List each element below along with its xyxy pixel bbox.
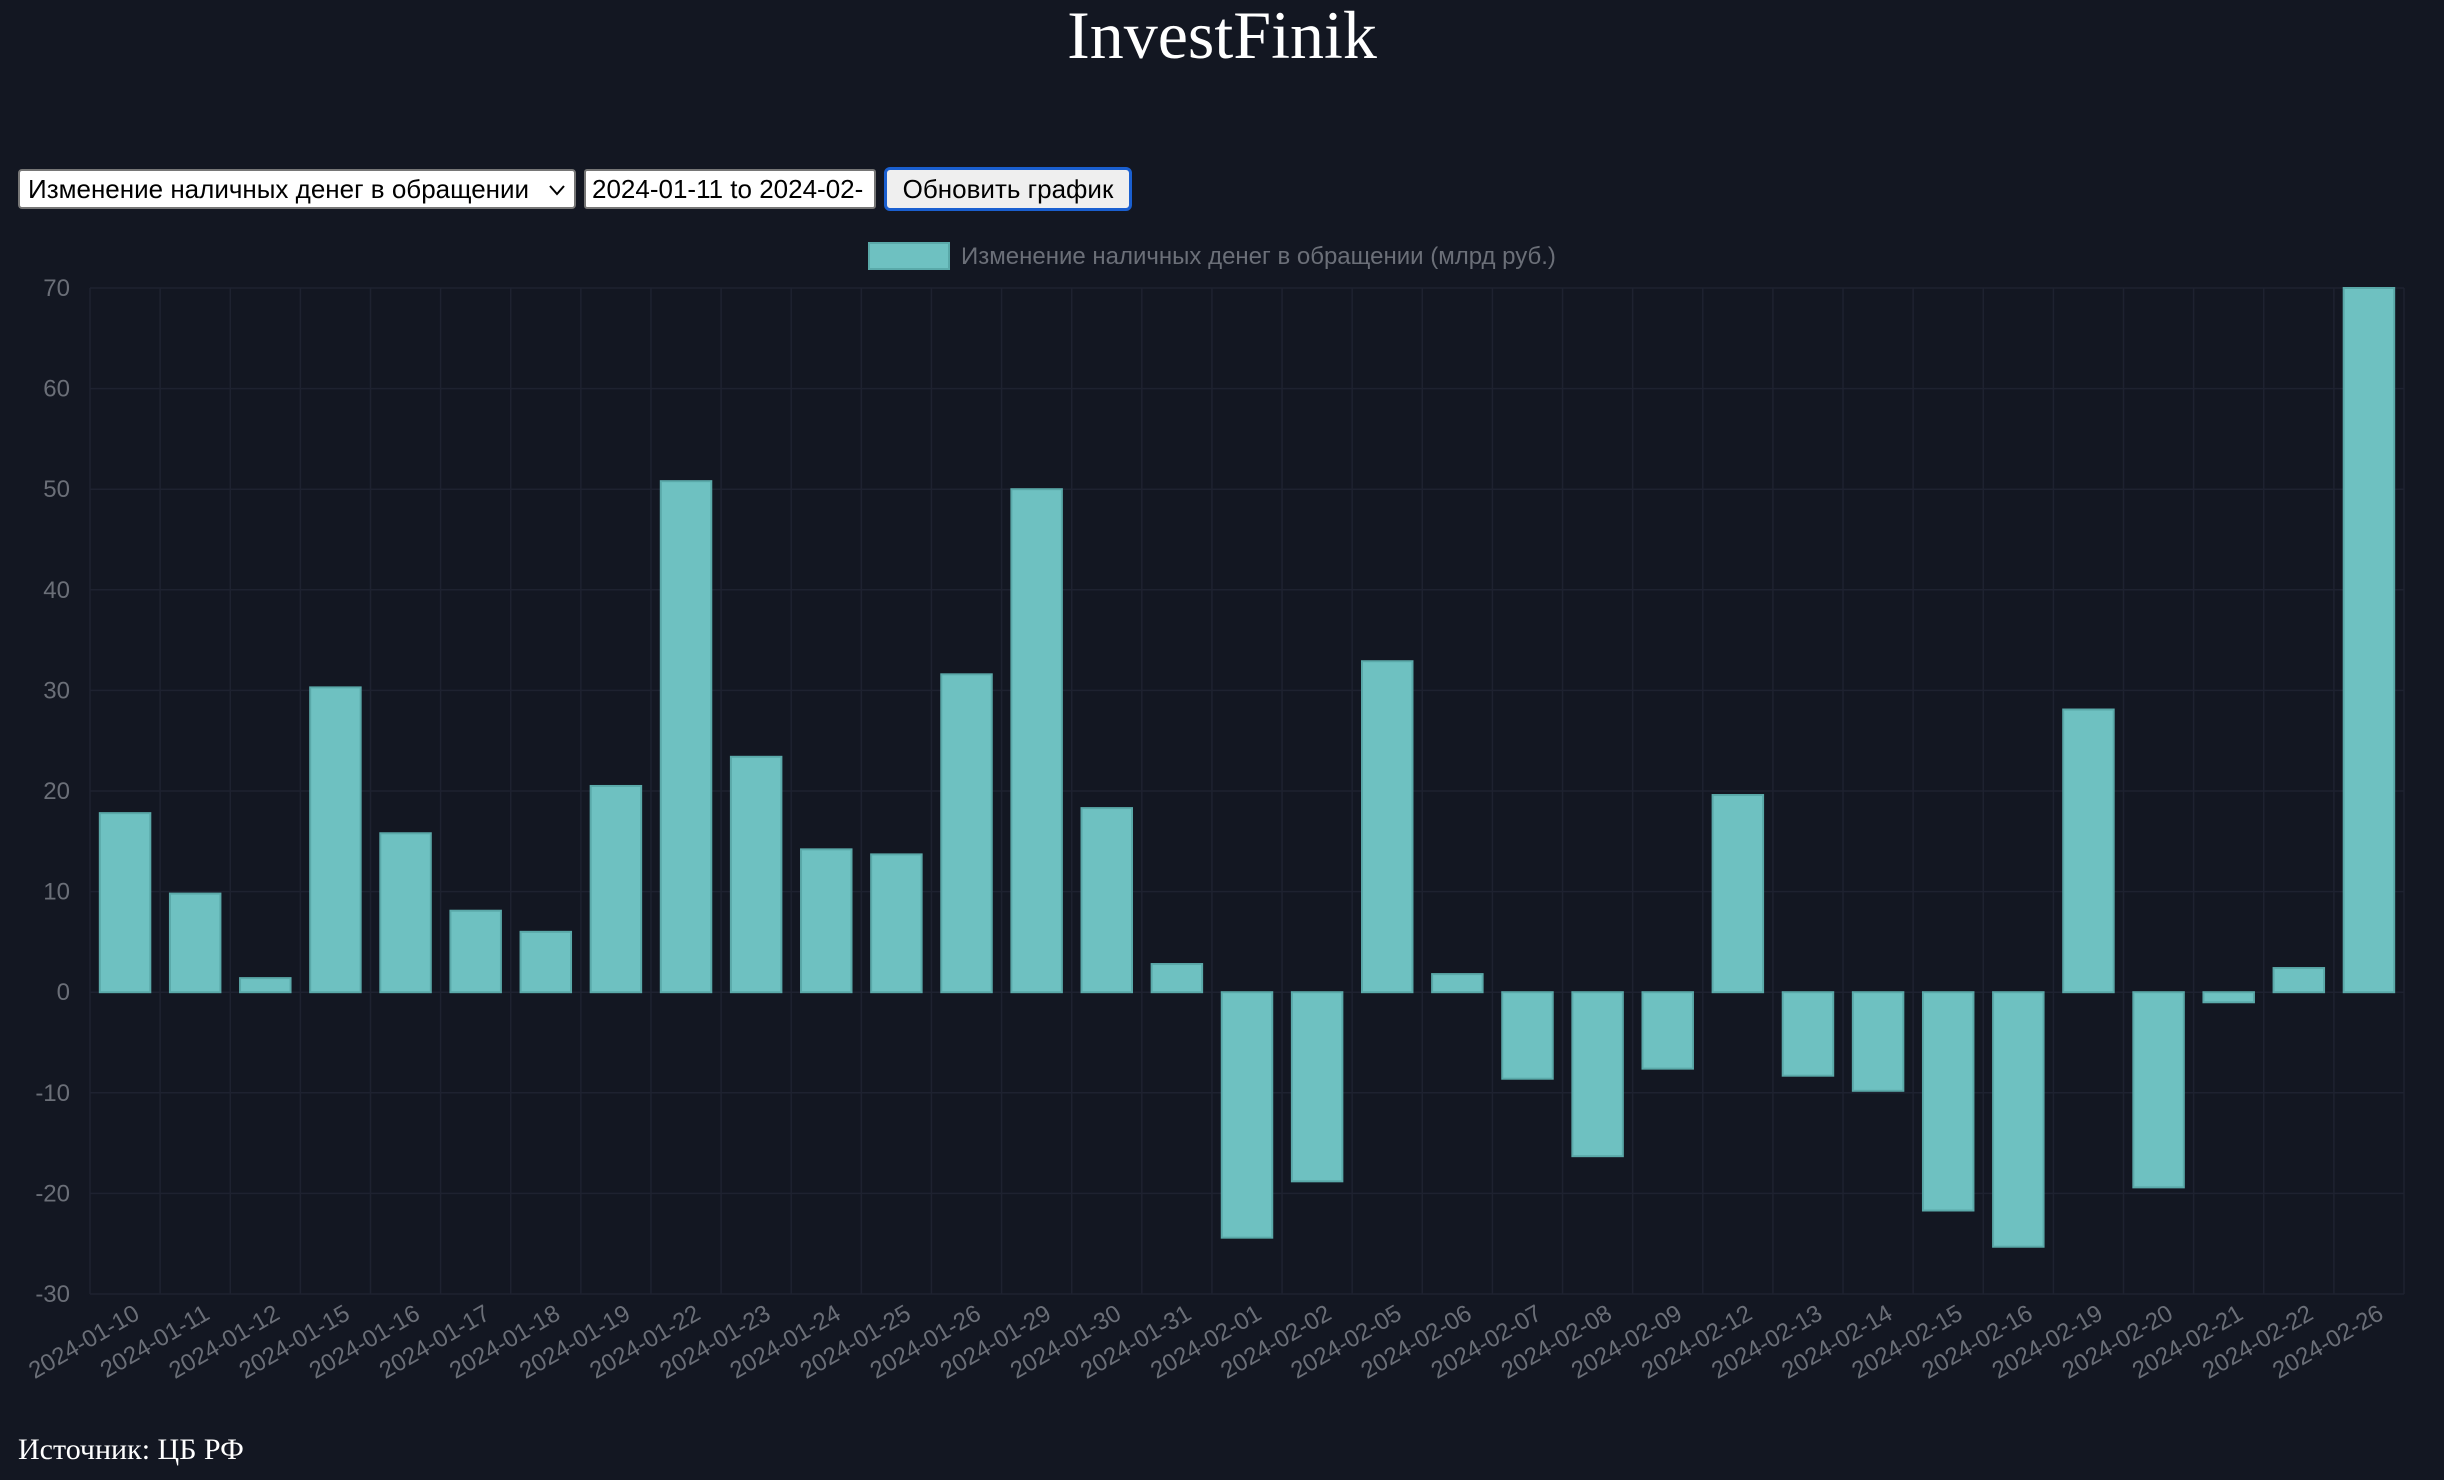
bar <box>1290 991 1344 1183</box>
bar <box>940 673 993 994</box>
bar <box>1220 991 1274 1239</box>
bar <box>589 784 643 994</box>
bar <box>98 812 152 994</box>
bar <box>168 892 222 994</box>
bar <box>449 909 502 994</box>
bar <box>309 686 362 994</box>
bar-chart: Изменение наличных денег в обращении (мл… <box>24 242 2405 1385</box>
bar <box>1431 973 1484 994</box>
bar <box>2342 287 2396 994</box>
bar <box>1150 963 1204 994</box>
legend-swatch <box>868 242 950 270</box>
legend-label: Изменение наличных денег в обращении (мл… <box>961 243 1556 270</box>
bar <box>1781 991 1835 1077</box>
chart-container: Изменение наличных денег в обращении (мл… <box>0 230 2444 1430</box>
update-chart-button[interactable]: Обновить график <box>884 167 1132 211</box>
bar <box>1711 794 1765 994</box>
y-tick-label: 0 <box>57 979 70 1006</box>
bar <box>1851 991 1905 1092</box>
legend: Изменение наличных денег в обращении (мл… <box>868 242 1556 270</box>
bar <box>729 755 783 994</box>
bar <box>1501 991 1554 1080</box>
bar <box>2132 991 2185 1189</box>
bar <box>2062 708 2115 994</box>
bar <box>1360 660 1414 994</box>
y-tick-label: -10 <box>35 1080 70 1107</box>
y-tick-label: -30 <box>35 1281 70 1308</box>
y-tick-label: 60 <box>43 376 70 403</box>
controls-bar: Изменение наличных денег в обращении Обн… <box>18 167 1132 211</box>
bar <box>519 930 573 994</box>
bar <box>1010 488 1063 994</box>
metric-select[interactable]: Изменение наличных денег в обращении <box>18 169 576 209</box>
bar <box>1571 991 1624 1158</box>
source-note: Источник: ЦБ РФ <box>18 1433 244 1466</box>
y-tick-label: 30 <box>43 677 70 704</box>
y-tick-label: 20 <box>43 778 70 805</box>
bar <box>2272 967 2326 994</box>
bar <box>870 853 923 994</box>
y-tick-label: 10 <box>43 879 70 906</box>
bar <box>659 480 713 994</box>
bar <box>1080 807 1134 994</box>
y-tick-label: -20 <box>35 1180 70 1207</box>
chevron-down-icon <box>549 185 565 196</box>
bar <box>1641 991 1694 1070</box>
bar <box>379 832 432 994</box>
y-tick-label: 40 <box>43 577 70 604</box>
page-title: InvestFinik <box>1067 0 1377 73</box>
bar <box>239 977 292 994</box>
y-tick-label: 50 <box>43 476 70 503</box>
bar <box>1992 991 2045 1248</box>
metric-select-value: Изменение наличных денег в обращении <box>28 174 530 204</box>
date-range-input[interactable] <box>584 169 876 209</box>
bar <box>1921 991 1975 1212</box>
bar <box>2202 991 2255 1004</box>
y-tick-label: 70 <box>43 275 70 302</box>
bar <box>800 848 853 994</box>
